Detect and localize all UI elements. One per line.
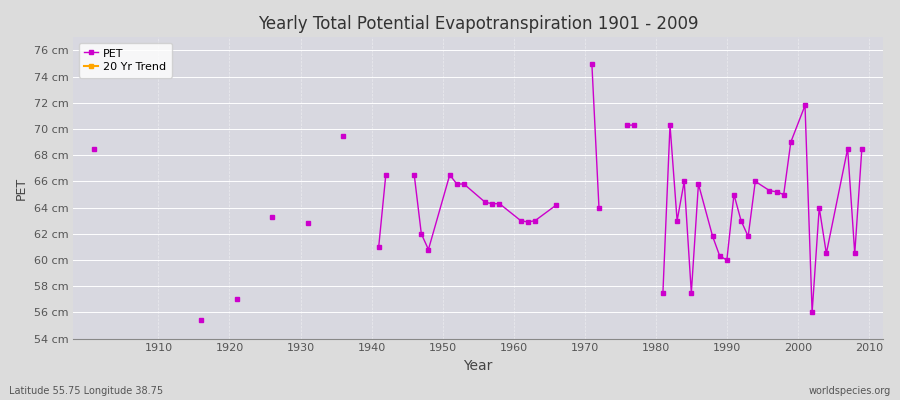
Title: Yearly Total Potential Evapotranspiration 1901 - 2009: Yearly Total Potential Evapotranspiratio… xyxy=(258,15,698,33)
PET xyxy=(338,133,348,138)
X-axis label: Year: Year xyxy=(464,359,493,373)
Line: PET: PET xyxy=(93,62,864,322)
PET xyxy=(89,146,100,151)
PET xyxy=(722,258,733,262)
Text: Latitude 55.75 Longitude 38.75: Latitude 55.75 Longitude 38.75 xyxy=(9,386,163,396)
PET xyxy=(857,146,868,151)
Text: worldspecies.org: worldspecies.org xyxy=(809,386,891,396)
PET xyxy=(416,232,427,236)
Y-axis label: PET: PET xyxy=(15,176,28,200)
Legend: PET, 20 Yr Trend: PET, 20 Yr Trend xyxy=(78,43,172,78)
